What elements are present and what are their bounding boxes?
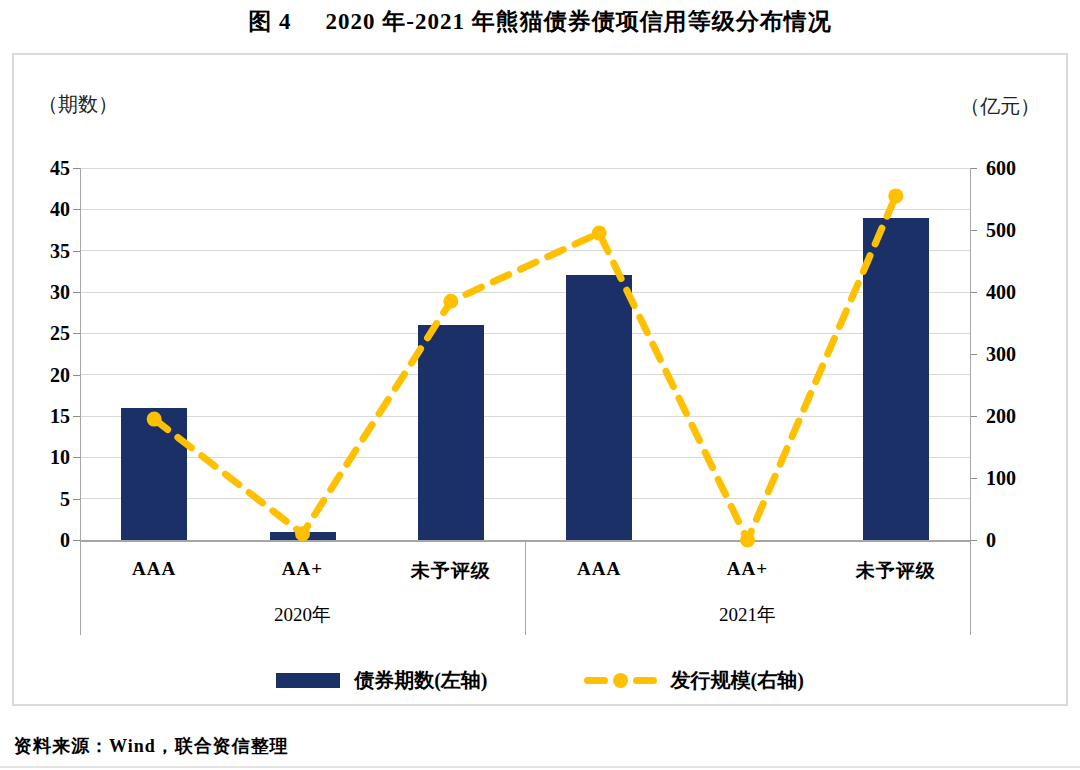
issuance-scale-line xyxy=(154,196,896,540)
gridline xyxy=(80,292,970,293)
right-axis-tick-label: 500 xyxy=(986,220,1046,240)
right-axis-tick xyxy=(970,478,977,479)
left-axis-unit-label: （期数） xyxy=(38,91,118,118)
legend-label-issuance-scale: 发行规模(右轴) xyxy=(671,667,804,694)
legend-dot-icon xyxy=(613,673,628,688)
right-axis-tick-label: 100 xyxy=(986,468,1046,488)
left-axis-tick-label: 30 xyxy=(22,282,70,302)
right-axis-tick-label: 600 xyxy=(986,158,1046,178)
bar xyxy=(418,325,484,540)
right-axis-tick-label: 400 xyxy=(986,282,1046,302)
category-label: 未予评级 xyxy=(377,558,525,584)
right-axis-tick-label: 300 xyxy=(986,344,1046,364)
gridline xyxy=(80,333,970,334)
gridline xyxy=(80,416,970,417)
bar-series-swatch-icon xyxy=(276,673,340,688)
left-axis-line xyxy=(80,168,81,540)
gridline xyxy=(80,250,970,251)
left-axis-tick xyxy=(73,333,80,334)
left-axis-tick-label: 35 xyxy=(22,241,70,261)
line-point-marker xyxy=(443,294,458,309)
bar xyxy=(566,275,632,540)
category-label: AA+ xyxy=(228,558,376,580)
legend: 债券期数(左轴) 发行规模(右轴) xyxy=(14,667,1066,694)
legend-dash-icon xyxy=(633,677,657,684)
legend-dash-icon xyxy=(584,677,608,684)
source-note: 资料来源：Wind，联合资信整理 xyxy=(14,734,289,758)
right-axis-tick xyxy=(970,354,977,355)
left-axis-tick-label: 40 xyxy=(22,199,70,219)
figure-title: 图 4 2020 年-2021 年熊猫债券债项信用等级分布情况 xyxy=(0,6,1080,37)
bar xyxy=(270,532,336,540)
right-axis-tick-label: 0 xyxy=(986,530,1046,550)
left-axis-tick-label: 45 xyxy=(22,158,70,178)
legend-item-bond-issues: 债券期数(左轴) xyxy=(276,667,487,694)
gridline xyxy=(80,168,970,169)
left-axis-tick xyxy=(73,168,80,169)
left-axis-tick-label: 5 xyxy=(22,489,70,509)
category-label: AAA xyxy=(525,558,673,580)
left-axis-tick xyxy=(73,375,80,376)
chart-area: （期数） （亿元） 债券期数(左轴) 发行规模(右轴) 0 5 10 15 20 25 30… xyxy=(12,53,1068,706)
left-axis-tick xyxy=(73,540,80,541)
left-axis-tick-label: 0 xyxy=(22,530,70,550)
legend-label-bond-issues: 债券期数(左轴) xyxy=(354,667,487,694)
line-point-marker xyxy=(592,226,607,241)
left-axis-tick xyxy=(73,416,80,417)
right-axis-tick xyxy=(970,292,977,293)
right-axis-tick xyxy=(970,168,977,169)
left-axis-tick-label: 10 xyxy=(22,447,70,467)
figure-page: 图 4 2020 年-2021 年熊猫债券债项信用等级分布情况 （期数） （亿元）… xyxy=(0,0,1080,770)
category-divider xyxy=(970,540,971,635)
right-axis-tick xyxy=(970,416,977,417)
figure-title-text: 2020 年-2021 年熊猫债券债项信用等级分布情况 xyxy=(326,9,832,34)
category-label: AA+ xyxy=(673,558,821,580)
gridline xyxy=(80,374,970,375)
left-axis-tick xyxy=(73,251,80,252)
left-axis-tick xyxy=(73,292,80,293)
bar xyxy=(863,218,929,540)
right-axis-unit-label: （亿元） xyxy=(960,93,1040,120)
left-axis-tick xyxy=(73,457,80,458)
category-label: AAA xyxy=(80,558,228,580)
bottom-divider xyxy=(0,766,1080,768)
group-label: 2020年 xyxy=(80,602,525,628)
left-axis-tick xyxy=(73,209,80,210)
line-point-marker xyxy=(888,188,903,203)
left-axis-tick-label: 15 xyxy=(22,406,70,426)
category-label: 未予评级 xyxy=(822,558,970,584)
right-axis-line xyxy=(970,168,971,540)
right-axis-tick xyxy=(970,230,977,231)
right-axis-tick-label: 200 xyxy=(986,406,1046,426)
figure-number: 图 4 xyxy=(248,9,291,34)
line-series-swatch-icon xyxy=(584,673,657,688)
left-axis-tick-label: 25 xyxy=(22,323,70,343)
right-axis-tick xyxy=(970,540,977,541)
gridline xyxy=(80,209,970,210)
left-axis-tick xyxy=(73,499,80,500)
bar xyxy=(121,408,187,540)
gridline xyxy=(80,498,970,499)
left-axis-tick-label: 20 xyxy=(22,365,70,385)
group-label: 2021年 xyxy=(525,602,970,628)
gridline xyxy=(80,457,970,458)
legend-item-issuance-scale: 发行规模(右轴) xyxy=(584,667,804,694)
